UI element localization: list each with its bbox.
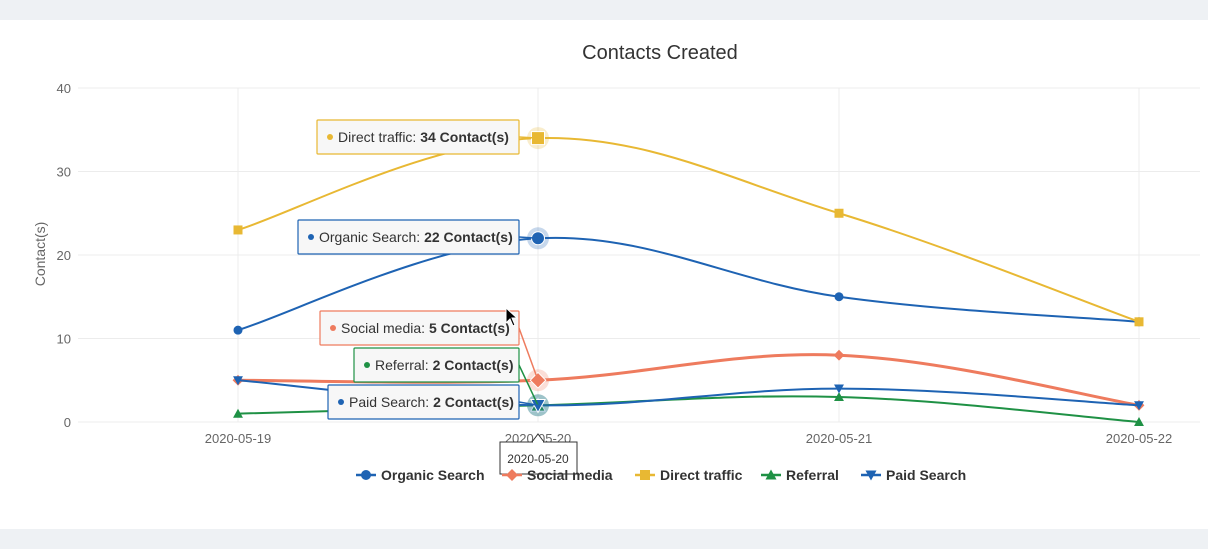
hover-point — [530, 398, 546, 414]
mouse-cursor — [505, 306, 519, 327]
legend-marker — [361, 470, 371, 480]
legend-label: Social media — [527, 467, 613, 483]
data-point — [233, 225, 243, 235]
data-point — [834, 392, 844, 401]
tooltip-box — [297, 219, 520, 255]
series-line — [237, 137, 1140, 323]
tooltip-connector — [518, 364, 539, 406]
tooltip-box — [319, 310, 520, 346]
legend-label: Direct traffic — [660, 467, 743, 483]
tooltip-connector — [518, 401, 539, 407]
x-tick-label: 2020-05-21 — [806, 431, 873, 446]
legend-marker — [640, 470, 650, 480]
tooltip-entry: Paid Search: 2 Contact(s) — [327, 384, 539, 420]
tooltip-entry: Referral: 2 Contact(s) — [353, 347, 539, 406]
axis-ticks: 0102030402020-05-192020-05-202020-05-212… — [57, 81, 1173, 446]
data-point — [834, 208, 844, 218]
data-point — [834, 292, 844, 302]
tooltip-label: Organic Search: 22 Contact(s) — [319, 229, 513, 245]
tooltip-entry: Social media: 5 Contact(s) — [319, 310, 539, 381]
tooltip-entry: Direct traffic: 34 Contact(s) — [316, 119, 539, 155]
legend-label: Referral — [786, 467, 839, 483]
tooltip-dot — [330, 325, 336, 331]
tooltip-box — [353, 347, 520, 383]
data-point — [233, 376, 243, 386]
x-tick-label: 2020-05-19 — [205, 431, 272, 446]
legend-item[interactable]: Referral — [761, 467, 839, 483]
gridlines — [78, 87, 1200, 423]
legend-marker — [865, 470, 877, 481]
data-point — [834, 384, 844, 394]
tooltip-box — [327, 384, 520, 420]
tooltip-label: Paid Search: 2 Contact(s) — [349, 394, 514, 410]
x-tick-label: 2020-05-22 — [1106, 431, 1173, 446]
series-line — [237, 236, 1140, 332]
series-lines — [232, 133, 1145, 427]
tooltip-category-box — [499, 441, 578, 475]
legend-item[interactable]: Direct traffic — [635, 467, 743, 483]
chart-card: Contacts Created Contact(s) 0 10 20 30 40 202… — [0, 20, 1208, 529]
legend-marker — [765, 469, 777, 480]
data-point — [1134, 317, 1144, 327]
tooltip-connector — [518, 327, 539, 381]
tooltip: Direct traffic: 34 Contact(s) Organic Sea… — [297, 119, 578, 475]
y-tick-label: 20 — [57, 248, 71, 263]
legend-marker — [506, 469, 518, 481]
tooltip-dot — [327, 134, 333, 140]
legend-item[interactable]: Social media — [502, 467, 613, 483]
legend-label: Organic Search — [381, 467, 485, 483]
tooltip-label: Referral: 2 Contact(s) — [375, 357, 513, 373]
contacts-created-chart[interactable]: Contacts Created Contact(s) 0 10 20 30 40 202… — [0, 20, 1208, 529]
data-point — [1134, 417, 1144, 427]
tooltip-label: Direct traffic: 34 Contact(s) — [338, 129, 509, 145]
tooltip-dot — [364, 362, 370, 368]
tooltip-category-label: 2020-05-20 — [507, 452, 569, 466]
tooltip-entry: Organic Search: 22 Contact(s) — [297, 219, 539, 255]
tooltip-category-pointer — [531, 433, 545, 443]
chart-title: Contacts Created — [582, 42, 738, 64]
tooltip-connector — [518, 236, 539, 240]
y-tick-label: 0 — [64, 415, 71, 430]
tooltip-box — [316, 119, 520, 155]
y-tick-label: 30 — [57, 165, 71, 180]
data-point — [233, 408, 243, 418]
y-tick-label: 10 — [57, 332, 71, 347]
tooltip-dot — [338, 399, 344, 405]
legend-item[interactable]: Paid Search — [861, 467, 966, 483]
data-point — [1134, 401, 1144, 411]
data-point — [833, 349, 845, 361]
tooltip-dot — [308, 234, 314, 240]
data-point — [233, 325, 243, 335]
legend-label: Paid Search — [886, 467, 966, 483]
legend-item[interactable]: Organic Search — [356, 467, 485, 483]
tooltip-label: Social media: 5 Contact(s) — [341, 320, 510, 336]
tooltip-connector — [518, 136, 539, 139]
legend[interactable]: Organic Search Social media Direct traffic… — [356, 467, 966, 483]
tooltip-category: 2020-05-20 — [499, 433, 578, 475]
y-axis-title: Contact(s) — [32, 222, 48, 287]
y-tick-label: 40 — [57, 81, 71, 96]
